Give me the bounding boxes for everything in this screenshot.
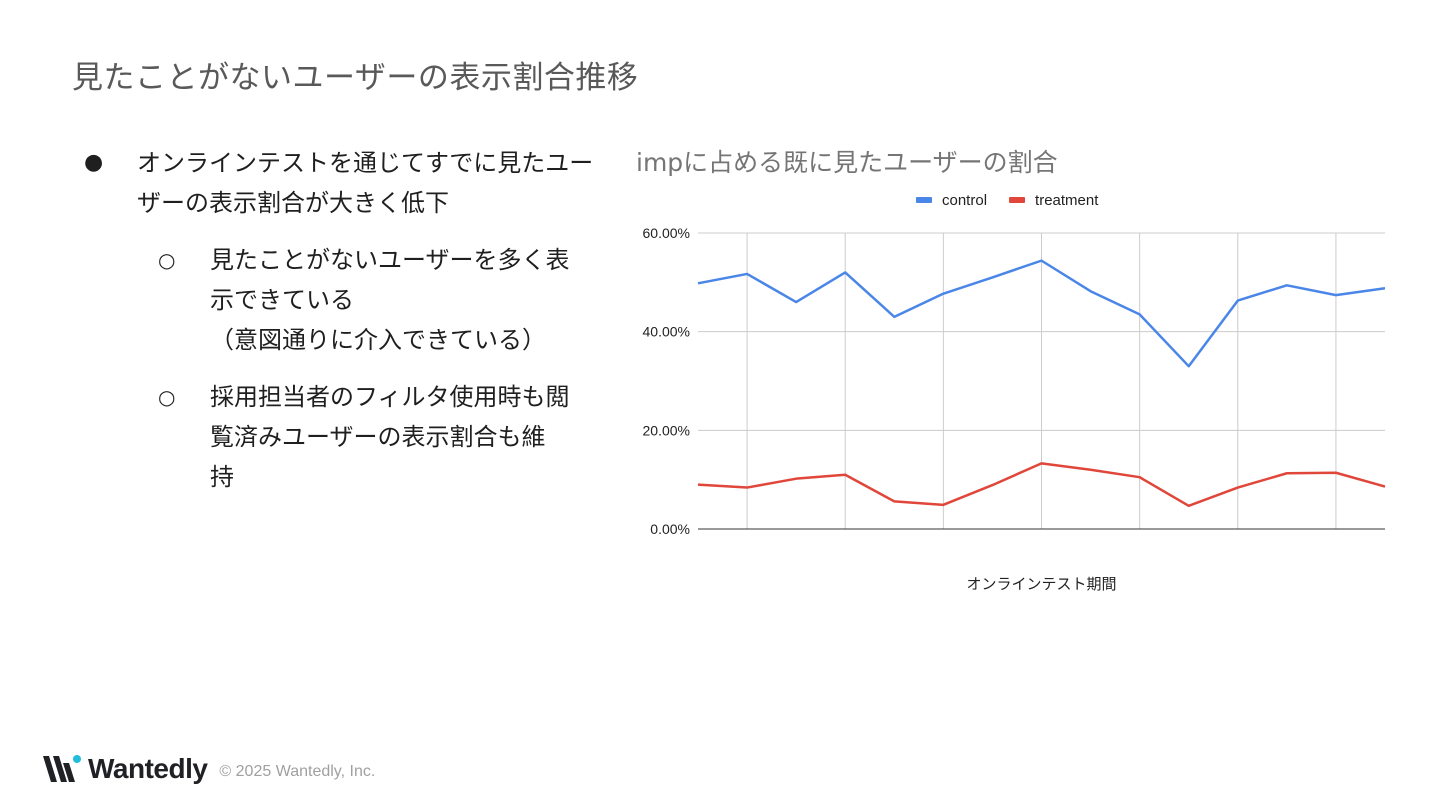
legend-label-treatment: treatment: [1035, 192, 1099, 209]
y-tick-label: 60.00%: [643, 225, 690, 241]
footer: Wantedly © 2025 Wantedly, Inc.: [42, 752, 375, 786]
wantedly-w-logo-icon: [43, 755, 81, 782]
x-axis-label: オンラインテスト期間: [966, 575, 1116, 593]
sub-bullet-1-line-2: 示できている: [210, 286, 354, 314]
bullet-main-line-2: ザーの表示割合が大きく低下: [137, 189, 449, 217]
sub-bullet-list: ○ 見たことがないユーザーを多く表 示できている （意図通りに介入できている） …: [84, 240, 624, 497]
legend-label-control: control: [942, 192, 987, 209]
y-tick-label: 40.00%: [643, 324, 690, 340]
legend-swatch-treatment: [1009, 197, 1026, 203]
sub-bullet-2-line-2: 覧済みユーザーの表示割合も維: [210, 423, 546, 451]
bullet-marker: ●: [84, 150, 104, 175]
y-tick-label: 20.00%: [643, 422, 690, 438]
chart-title: impに占める既に見たユーザーの割合: [636, 148, 1058, 177]
series-line-treatment: [697, 462, 1386, 508]
bullet-main-line-1: オンラインテストを通じてすでに見たユー: [137, 149, 594, 177]
sub-bullet-1: ○ 見たことがないユーザーを多く表 示できている （意図通りに介入できている）: [84, 240, 624, 360]
sub-bullet-marker: ○: [158, 385, 176, 409]
copyright-text: © 2025 Wantedly, Inc.: [219, 763, 376, 780]
sub-bullet-marker: ○: [158, 248, 176, 272]
line-chart: 0.00% 20.00% 40.00% 60.00% control treatment オ…: [643, 192, 1386, 593]
sub-bullet-2: ○ 採用担当者のフィルタ使用時も閲 覧済みユーザーの表示割合も維 持: [84, 377, 624, 497]
bullet-main: ● オンラインテストを通じてすでに見たユー ザーの表示割合が大きく低下: [84, 143, 624, 223]
sub-bullet-2-line-3: 持: [210, 463, 234, 491]
series-line-control: [697, 259, 1386, 368]
bullet-list: ● オンラインテストを通じてすでに見たユー ザーの表示割合が大きく低下 ○ 見た…: [84, 143, 624, 497]
sub-bullet-2-line-1: 採用担当者のフィルタ使用時も閲: [210, 383, 570, 411]
slide-title: 見たことがないユーザーの表示割合推移: [72, 60, 639, 96]
sub-bullet-1-line-1: 見たことがないユーザーを多く表: [210, 246, 570, 274]
legend-swatch-control: [916, 197, 932, 203]
y-tick-label: 0.00%: [650, 521, 690, 537]
brand-name: Wantedly: [88, 753, 208, 784]
sub-bullet-1-line-3: （意図通りに介入できている）: [210, 326, 546, 354]
